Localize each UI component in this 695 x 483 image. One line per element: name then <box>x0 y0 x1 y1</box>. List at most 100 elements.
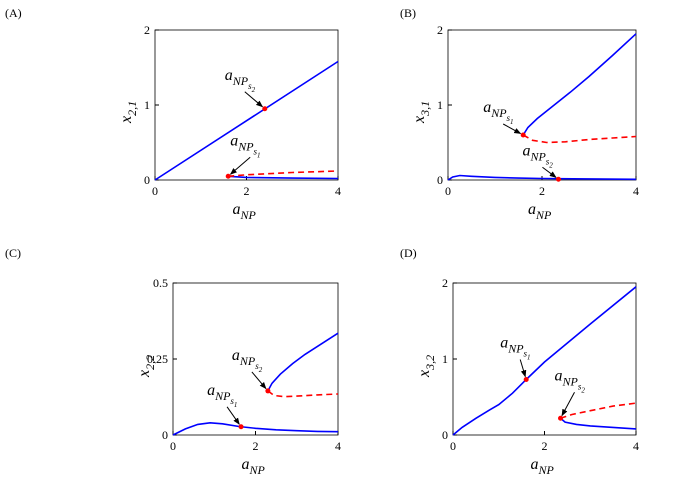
x-axis-label: aNP <box>528 201 552 222</box>
label-part: a <box>555 367 563 384</box>
x-axis-label: aNP <box>531 456 555 477</box>
curve <box>267 390 339 398</box>
label-part: s <box>254 146 258 156</box>
annotation: aNPs2 <box>232 347 263 374</box>
annotation: aNPs1 <box>483 99 513 126</box>
curve <box>522 134 637 144</box>
bifurcation-point <box>520 132 526 138</box>
x-tick-label: 0 <box>445 184 451 198</box>
curve <box>447 174 637 181</box>
annotation: aNPs1 <box>207 382 237 409</box>
y-tick-label: 0.5 <box>153 276 168 290</box>
label-part: NP <box>529 149 546 163</box>
panel-label: (D) <box>400 246 417 260</box>
label-part: 2,1 <box>125 101 139 116</box>
annotation: aNPs2 <box>522 142 553 169</box>
label-part: NP <box>538 463 555 477</box>
label-part: s <box>248 81 252 91</box>
x-tick-label: 2 <box>244 184 250 198</box>
label-part: s <box>546 156 550 166</box>
curve <box>559 417 637 430</box>
bifurcation-point <box>558 415 564 421</box>
label-part: x <box>411 116 428 124</box>
annotation-arrow <box>229 156 251 175</box>
x-tick-label: 2 <box>253 439 259 453</box>
label-part: NP <box>239 354 256 368</box>
annotation-arrow <box>244 91 264 108</box>
y-tick-label: 0 <box>144 173 150 187</box>
y-tick-label: 1 <box>437 98 443 112</box>
label-part: 2,2 <box>143 355 157 370</box>
panel-label: (B) <box>400 6 416 20</box>
panel-label: (A) <box>5 6 22 20</box>
label-part: a <box>207 382 215 399</box>
x-axis-label: aNP <box>242 456 266 477</box>
y-tick-label: 2 <box>442 276 448 290</box>
axes-box <box>452 282 637 436</box>
x-tick-label: 0 <box>170 439 176 453</box>
y-axis-label: x3,1 <box>411 101 432 124</box>
annotation-arrow <box>542 166 557 178</box>
y-tick-label: 2 <box>437 23 443 37</box>
x-tick-label: 2 <box>539 184 545 198</box>
curve <box>228 175 339 180</box>
label-part: a <box>232 347 240 364</box>
label-part: a <box>483 99 491 116</box>
label-part: 2 <box>581 386 585 394</box>
label-part: 1 <box>234 401 238 409</box>
label-part: NP <box>490 106 507 120</box>
label-part: s <box>255 361 259 371</box>
x-tick-label: 4 <box>633 439 639 453</box>
label-part: a <box>233 201 241 218</box>
curve <box>228 170 339 178</box>
label-part: a <box>531 456 539 473</box>
label-part: x <box>136 370 153 378</box>
panel-label: (C) <box>5 246 21 260</box>
axes-box <box>172 282 339 436</box>
annotation-arrow <box>561 392 575 417</box>
y-axis-label: x2,2 <box>136 355 157 378</box>
curve <box>452 286 637 436</box>
y-tick-label: 2 <box>144 23 150 37</box>
annotation: aNPs1 <box>500 335 530 362</box>
y-tick-label: 0 <box>442 428 448 442</box>
label-part: x <box>416 370 433 378</box>
label-part: a <box>230 132 238 149</box>
bifurcation-point <box>262 106 268 112</box>
x-tick-label: 2 <box>542 439 548 453</box>
label-part: 1 <box>527 354 531 362</box>
label-part: s <box>524 349 528 359</box>
y-tick-label: 1 <box>144 98 150 112</box>
axes-box <box>154 29 339 181</box>
x-tick-label: 4 <box>633 184 639 198</box>
label-part: s <box>507 113 511 123</box>
bifurcation-point <box>555 176 561 182</box>
label-part: NP <box>232 74 249 88</box>
y-tick-label: 1 <box>442 352 448 366</box>
label-part: 2 <box>259 366 263 374</box>
y-axis-label: x3,2 <box>416 355 437 378</box>
label-part: a <box>242 456 250 473</box>
x-tick-label: 4 <box>335 184 341 198</box>
annotation: aNPs2 <box>555 367 586 394</box>
label-part: a <box>500 335 508 352</box>
label-part: NP <box>240 208 257 222</box>
label-part: NP <box>507 342 524 356</box>
bifurcation-point <box>238 424 244 430</box>
label-part: a <box>522 142 530 159</box>
label-part: NP <box>535 208 552 222</box>
label-part: NP <box>249 463 266 477</box>
bifurcation-point <box>265 388 271 394</box>
label-part: 1 <box>257 151 261 159</box>
label-part: 2 <box>252 86 256 94</box>
annotation-arrow <box>519 359 527 378</box>
curve <box>154 60 339 181</box>
label-part: s <box>578 381 582 391</box>
annotation: aNPs1 <box>230 132 260 159</box>
label-part: 3,1 <box>418 101 432 117</box>
x-tick-label: 4 <box>335 439 341 453</box>
